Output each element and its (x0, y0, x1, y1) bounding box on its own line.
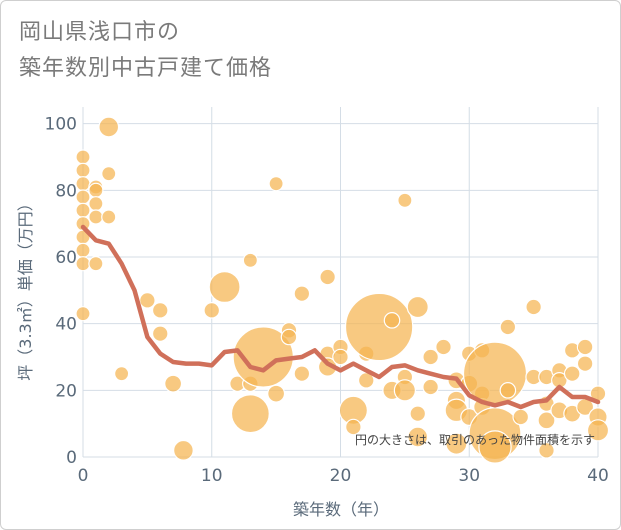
chart-title: 岡山県浅口市の 築年数別中古戸建て価格 (19, 15, 272, 87)
y-tick-label: 80 (55, 181, 77, 201)
data-point (75, 242, 91, 258)
data-point (478, 430, 512, 464)
data-point (151, 325, 169, 342)
data-point (139, 292, 156, 309)
data-point (344, 292, 414, 362)
data-point (88, 196, 104, 212)
data-point (75, 149, 91, 165)
data-point (537, 411, 556, 430)
data-point (345, 418, 362, 436)
data-point (525, 298, 542, 316)
x-axis-label: 築年数（年） (293, 500, 389, 519)
x-tick-label: 40 (587, 466, 609, 486)
data-point (173, 439, 194, 461)
y-tick-label: 40 (55, 315, 77, 335)
axis-ticks: 0 10 20 30 40 0 20 40 60 80 100 (45, 115, 609, 486)
data-point (164, 374, 183, 393)
data-point (151, 302, 169, 319)
data-point (422, 378, 439, 396)
data-point (422, 348, 439, 366)
y-tick-label: 20 (55, 381, 77, 401)
data-point (407, 426, 429, 448)
data-point (75, 256, 91, 272)
data-point (280, 328, 298, 346)
data-point (293, 365, 311, 382)
data-point (203, 302, 221, 319)
data-point (383, 312, 401, 329)
data-point (98, 116, 120, 138)
data-point (101, 209, 117, 225)
data-point (101, 166, 117, 182)
data-point (393, 379, 416, 402)
data-point (88, 209, 104, 225)
bubble-size-note: 円の大きさは、取引のあった物件面積を示す (355, 432, 595, 447)
x-tick-label: 10 (201, 466, 223, 486)
data-point (332, 348, 349, 366)
chart-title-line-2: 築年数別中古戸建て価格 (19, 56, 273, 81)
y-axis-label: 坪（3.3㎡）単価（万円） (16, 195, 35, 380)
average-price-line (80, 224, 601, 410)
data-point (75, 176, 91, 192)
average-line-layer (80, 224, 601, 410)
data-point (75, 162, 91, 178)
data-point (406, 295, 429, 319)
data-point (499, 382, 517, 399)
x-tick-label: 20 (330, 466, 352, 486)
chart-title-line-1: 岡山県浅口市の (19, 20, 181, 45)
data-point (75, 306, 91, 322)
y-tick-label: 100 (45, 115, 77, 135)
data-point (586, 419, 610, 442)
data-point (88, 182, 104, 198)
data-point (208, 271, 241, 304)
x-tick-label: 30 (458, 466, 480, 486)
data-point (499, 318, 517, 336)
data-point (268, 176, 284, 192)
data-point (538, 442, 555, 459)
data-point (445, 432, 468, 455)
data-point (576, 338, 594, 356)
data-point (409, 405, 427, 422)
data-point (230, 394, 270, 434)
data-point (293, 285, 311, 302)
data-point (114, 366, 130, 382)
bubble-layer (75, 116, 610, 464)
data-point (512, 408, 530, 426)
y-tick-label: 60 (55, 248, 77, 268)
x-tick-label: 0 (78, 466, 89, 486)
data-point (319, 268, 336, 286)
data-point (563, 365, 581, 382)
data-point (576, 355, 594, 372)
y-tick-label: 0 (66, 448, 77, 468)
data-point (397, 192, 413, 208)
data-point (88, 256, 104, 272)
data-point (267, 384, 286, 403)
data-point (435, 338, 452, 356)
data-point (75, 202, 91, 218)
data-point (242, 252, 258, 268)
data-point (75, 189, 91, 205)
